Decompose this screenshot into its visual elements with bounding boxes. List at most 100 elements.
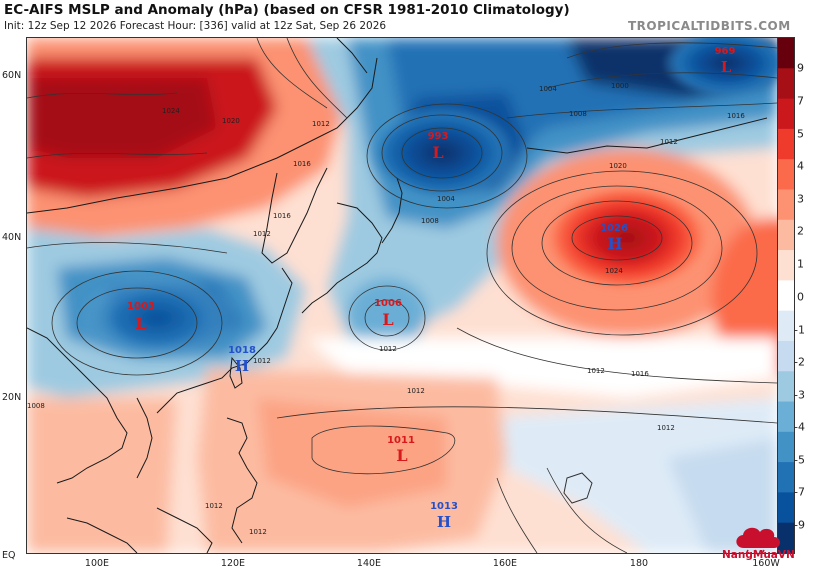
lon-label: 180 <box>629 558 649 569</box>
isobar-label: 1012 <box>249 528 267 536</box>
map-subtitle: Init: 12z Sep 12 2026 Forecast Hour: [33… <box>4 20 387 32</box>
isobar-label: 1024 <box>605 267 623 275</box>
lon-label: 160W <box>752 558 780 569</box>
isobar-label: 1016 <box>293 160 311 168</box>
isobar-label: 1008 <box>569 110 587 118</box>
pressure-center-low: 1011 L <box>387 435 415 465</box>
colorbar-label: 0 <box>797 290 804 304</box>
isobar-label: 1012 <box>205 502 223 510</box>
lat-label: 60N <box>2 70 22 81</box>
pressure-center-value: 969 <box>715 46 736 57</box>
colorbar-label: 9 <box>797 61 804 75</box>
lat-label: 40N <box>2 232 22 243</box>
colorbar <box>777 37 795 554</box>
pressure-center-letter: H <box>607 234 622 253</box>
colorbar-label: -1 <box>794 323 805 337</box>
isobars <box>27 38 777 553</box>
logo-text: NangMuaVN <box>722 549 795 561</box>
brand-watermark: TROPICALTIDBITS.COM <box>628 19 791 33</box>
pressure-center-high: 1013 H <box>430 501 458 531</box>
colorbar-swatch <box>778 340 794 372</box>
colorbar-swatch <box>778 189 794 221</box>
colorbar-swatch <box>778 219 794 251</box>
pressure-center-high: 1018 H <box>228 345 256 375</box>
pressure-center-low: 1006 L <box>374 298 402 329</box>
isobar-label: 1004 <box>437 195 455 203</box>
isobar-label: 1012 <box>587 367 605 375</box>
isobar-label: 1008 <box>421 217 439 225</box>
colorbar-label: 2 <box>797 224 804 238</box>
cloud-rain-logo-icon <box>736 527 780 555</box>
colorbar-swatch <box>778 280 794 312</box>
colorbar-label: -7 <box>794 485 805 499</box>
colorbar-label: 1 <box>797 257 804 271</box>
colorbar-swatch <box>778 98 794 130</box>
pressure-center-letter: L <box>135 314 146 333</box>
pressure-center-letter: L <box>396 446 407 465</box>
pressure-center-value: 1018 <box>228 345 256 356</box>
pressure-center-low: 1003 L <box>127 301 155 333</box>
map-title: EC-AIFS MSLP and Anomaly (hPa) (based on… <box>4 2 570 18</box>
lon-label: 100E <box>84 558 110 569</box>
colorbar-swatches <box>778 38 794 554</box>
isobar-label: 1012 <box>660 138 678 146</box>
pressure-center-low: 969 L <box>715 46 736 76</box>
colorbar-swatch <box>778 401 794 433</box>
isobar-label: 1016 <box>727 112 745 120</box>
colorbar-label: 7 <box>797 94 804 108</box>
pressure-center-value: 1006 <box>374 298 402 309</box>
isobar-label: 1012 <box>253 357 271 365</box>
colorbar-swatch <box>778 371 794 403</box>
pressure-center-letter: L <box>432 143 443 162</box>
colorbar-label: -2 <box>794 355 805 369</box>
forecast-map: 1004 1000 1008 1012 1016 1020 1024 1012 … <box>26 37 778 554</box>
colorbar-label: -5 <box>794 453 805 467</box>
pressure-center-letter: L <box>721 58 732 76</box>
isobar-label: 1000 <box>611 82 629 90</box>
isobar-label: 1016 <box>273 212 291 220</box>
pressure-center-value: 993 <box>428 131 449 142</box>
colorbar-swatch <box>778 431 794 463</box>
pressure-center-letter: L <box>382 310 393 329</box>
isobar-labels: 1004 1000 1008 1012 1016 1020 1024 1012 … <box>27 82 745 536</box>
isobar-label: 1008 <box>27 402 45 410</box>
colorbar-swatch <box>778 159 794 190</box>
isobar-label: 1012 <box>253 230 271 238</box>
pressure-center-value: 1026 <box>600 223 628 234</box>
isobar-label: 1024 <box>162 107 180 115</box>
lat-label: 20N <box>2 392 22 403</box>
isobar-label: 1016 <box>631 370 649 378</box>
colorbar-label: -9 <box>794 518 805 532</box>
isobar-label: 1004 <box>539 85 557 93</box>
pressure-center-value: 1003 <box>127 301 155 312</box>
isobar-label: 1012 <box>379 345 397 353</box>
colorbar-swatch <box>778 38 794 69</box>
colorbar-label: -3 <box>794 388 805 402</box>
pressure-centers: 969 L 993 L 1026 H 1003 L 1006 L 1018 H <box>127 46 735 531</box>
colorbar-label: 4 <box>797 159 804 173</box>
pressure-center-value: 1013 <box>430 501 458 512</box>
colorbar-swatch <box>778 522 794 554</box>
isobar-label: 1020 <box>609 162 627 170</box>
colorbar-swatch <box>778 128 794 160</box>
pressure-center-letter: H <box>235 357 249 375</box>
colorbar-swatch <box>778 492 794 524</box>
colorbar-label: 5 <box>797 127 804 141</box>
lon-label: 140E <box>356 558 382 569</box>
coastlines <box>27 38 768 553</box>
colorbar-swatch <box>778 68 794 100</box>
isobar-label: 1012 <box>657 424 675 432</box>
colorbar-label: -4 <box>794 420 805 434</box>
pressure-center-high: 1026 H <box>600 223 628 253</box>
isobar-label: 1012 <box>312 120 330 128</box>
lon-label: 160E <box>492 558 518 569</box>
lat-label: EQ <box>2 550 16 561</box>
map-canvas: 1004 1000 1008 1012 1016 1020 1024 1012 … <box>27 38 777 553</box>
colorbar-swatch <box>778 462 794 493</box>
colorbar-label: 3 <box>797 192 804 206</box>
isobar-label: 1020 <box>222 117 240 125</box>
colorbar-swatch <box>778 250 794 281</box>
anomaly-cores <box>77 38 777 363</box>
pressure-center-letter: H <box>437 513 451 531</box>
isobar-label: 1012 <box>407 387 425 395</box>
